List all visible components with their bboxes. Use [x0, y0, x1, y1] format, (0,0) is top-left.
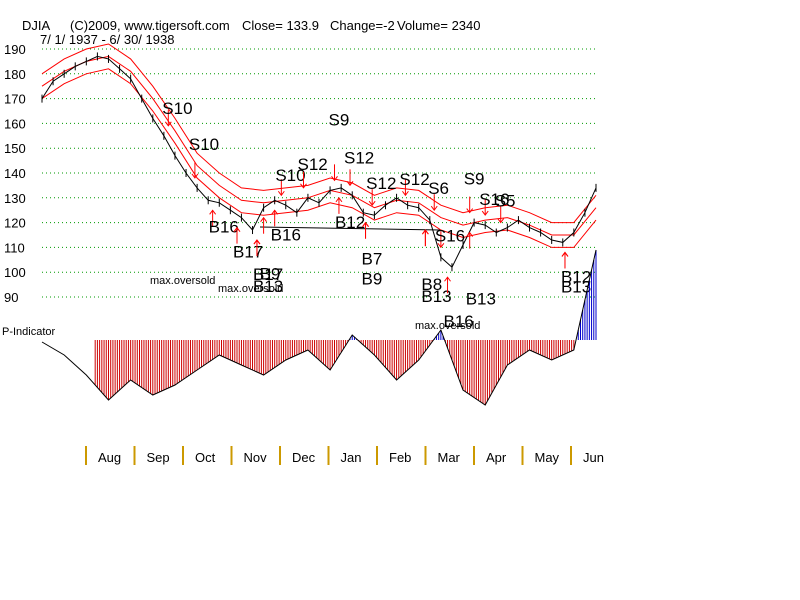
- p-indicator-histogram: [41, 249, 597, 406]
- sell-arrow-head: [466, 208, 474, 214]
- buy-arrow-head: [253, 239, 261, 245]
- buy-arrow-head: [335, 197, 343, 203]
- month-label: Dec: [292, 450, 316, 465]
- buy-arrow-head: [561, 251, 569, 257]
- symbol-label: DJIA: [22, 18, 51, 33]
- p-indicator-line: [41, 249, 597, 406]
- support-line: [259, 226, 441, 231]
- month-label: Jun: [583, 450, 604, 465]
- month-label: Feb: [389, 450, 411, 465]
- month-label: Jan: [341, 450, 362, 465]
- month-label: May: [535, 450, 560, 465]
- buy-signal-label: B17: [253, 265, 283, 284]
- buy-signal-label: B13: [253, 277, 283, 296]
- buy-signal-label: B13: [466, 290, 496, 309]
- month-label: Sep: [147, 450, 170, 465]
- y-tick-label: 150: [4, 141, 26, 156]
- buy-arrow-head: [362, 221, 369, 227]
- y-tick-label: 120: [4, 216, 26, 231]
- month-axis: Aug Sep Oct Nov Dec Jan Feb Mar Apr May Jun: [85, 446, 604, 465]
- buy-signal-label: B12: [561, 267, 591, 286]
- buy-signal-label: B12: [335, 213, 365, 232]
- sell-arrow-head: [497, 218, 505, 224]
- month-label: Oct: [195, 450, 216, 465]
- y-tick-label: 160: [4, 116, 26, 131]
- y-tick-label: 180: [4, 67, 26, 82]
- buy-signal-label: B8: [421, 275, 442, 294]
- buy-arrow-head: [209, 209, 217, 215]
- sell-signal-label: S5: [495, 192, 516, 211]
- buy-signal-label: B16: [444, 312, 474, 331]
- sell-signal-label: S12: [366, 174, 396, 193]
- buy-signal-label: B16: [271, 225, 301, 244]
- copyright-label: (C)2009, www.tigersoft.com: [70, 18, 230, 33]
- y-tick-label: 100: [4, 265, 26, 280]
- buy-arrow-head: [271, 209, 279, 215]
- y-tick-label: 110: [4, 240, 25, 255]
- y-tick-label: 90: [4, 290, 18, 305]
- buy-arrow-head: [233, 226, 241, 232]
- p-indicator-label: P-Indicator: [2, 326, 56, 338]
- price-series: [41, 52, 597, 272]
- buy-signal-label: B13: [561, 277, 591, 296]
- volume-label: Volume= 2340: [397, 18, 480, 33]
- buy-signal-label: B7: [362, 250, 383, 269]
- sell-signal-label: S9: [329, 110, 350, 129]
- buy-arrow-head: [444, 276, 451, 282]
- sell-signal-label: S16: [435, 226, 465, 245]
- y-tick-label: 170: [4, 92, 26, 107]
- sell-arrow-head: [368, 200, 376, 206]
- sell-signal-label: S12: [297, 155, 327, 174]
- sell-arrow-head: [346, 181, 354, 187]
- sell-arrow-head: [331, 176, 338, 182]
- buy-signal-label: B9: [260, 265, 281, 284]
- sell-signal-label: S9: [464, 170, 485, 189]
- price-axis: 190 180 170 160 150 140 130 120 110 100 90: [4, 42, 26, 305]
- sell-signal-label: S10: [162, 99, 192, 118]
- sell-arrow-head: [481, 210, 489, 216]
- month-label: Apr: [486, 450, 507, 465]
- buy-arrow-head: [421, 229, 429, 235]
- month-label: Mar: [438, 450, 461, 465]
- sell-arrow-head: [191, 173, 199, 179]
- y-tick-label: 130: [4, 191, 26, 206]
- sell-signal-label: S12: [344, 148, 374, 167]
- sell-signal-label: S10: [189, 135, 219, 154]
- y-tick-label: 140: [4, 166, 26, 181]
- buy-signal-label: B9: [362, 270, 383, 289]
- sell-arrow-head: [437, 243, 445, 249]
- date-range-label: 7/ 1/ 1937 - 6/ 30/ 1938: [40, 32, 174, 47]
- band-line: [41, 55, 597, 236]
- buy-signal-label: B17: [233, 243, 263, 262]
- month-label: Nov: [244, 450, 268, 465]
- sell-arrow-head: [164, 121, 172, 127]
- sell-signal-label: S10: [275, 166, 305, 185]
- close-label: Close= 133.9: [242, 18, 319, 33]
- sell-arrow-head: [300, 183, 307, 189]
- max-oversold-label: max.oversold: [415, 320, 480, 332]
- sell-arrow-head: [277, 190, 285, 197]
- buy-signal-label: B13: [421, 287, 451, 306]
- y-tick-label: 190: [4, 42, 26, 57]
- sell-signal-label: S6: [428, 179, 449, 198]
- buy-signal-label: B16: [209, 217, 239, 236]
- sell-arrow-head: [430, 205, 438, 211]
- band-line: [41, 43, 597, 224]
- month-label: Aug: [98, 450, 121, 465]
- max-oversold-label: max.oversold: [218, 283, 283, 295]
- sell-arrow-head: [402, 190, 409, 197]
- price-gridlines: [42, 48, 598, 298]
- buy-arrow-head: [466, 231, 474, 237]
- change-label: Change=-2: [330, 18, 395, 33]
- sell-signal-label: S16: [479, 190, 509, 209]
- sell-signal-label: S12: [399, 170, 429, 189]
- max-oversold-label: max.oversold: [150, 275, 215, 287]
- buy-arrow-head: [260, 216, 267, 223]
